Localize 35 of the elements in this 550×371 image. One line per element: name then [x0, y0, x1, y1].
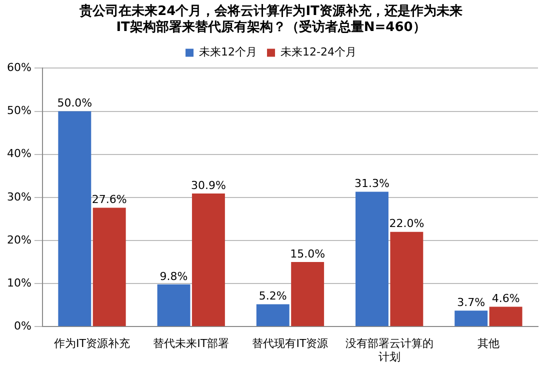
- bar: [489, 306, 522, 326]
- data-label: 4.6%: [492, 292, 520, 306]
- x-tick-label: 替代现有IT资源: [252, 337, 328, 350]
- x-tick-label: 作为IT资源补充: [53, 337, 130, 350]
- bar: [157, 284, 190, 326]
- bar: [454, 310, 488, 326]
- data-label: 31.3%: [354, 177, 390, 190]
- y-tick-label: 20%: [6, 233, 32, 246]
- bar: [356, 192, 388, 326]
- bar: [291, 262, 324, 326]
- legend-label: 未来12-24个月: [280, 46, 356, 59]
- y-tick-label: 0%: [14, 319, 32, 332]
- legend-label: 未来12个月: [199, 46, 258, 59]
- chart-title: 贵公司在未来24个月，会将云计算作为IT资源补充，还是作为未来 IT架构部署来替代原有架构？（受访者总量N=460）: [78, 3, 462, 35]
- data-label: 22.0%: [389, 217, 424, 230]
- data-label: 15.0%: [290, 247, 326, 260]
- bar: [92, 208, 126, 326]
- x-tick-label: 没有部署云计算的计划: [345, 337, 434, 364]
- bar: [390, 232, 424, 326]
- data-label: 9.8%: [160, 270, 188, 283]
- data-label: 5.2%: [258, 290, 287, 303]
- y-tick-label: 50%: [6, 104, 32, 118]
- data-label: 50.0%: [57, 96, 92, 110]
- data-label: 27.6%: [92, 193, 127, 206]
- data-label: 30.9%: [190, 178, 226, 192]
- x-tick-label: 其他: [477, 337, 500, 350]
- bar: [192, 194, 225, 326]
- y-tick-label: 10%: [6, 276, 32, 290]
- data-label: 3.7%: [457, 296, 486, 310]
- bar: [58, 111, 92, 326]
- bar: [256, 304, 290, 326]
- y-tick-label: 30%: [6, 190, 32, 204]
- x-tick-label: 替代未来IT部署: [153, 337, 230, 350]
- y-tick-label: 60%: [6, 61, 32, 74]
- y-tick-label: 40%: [6, 147, 32, 160]
